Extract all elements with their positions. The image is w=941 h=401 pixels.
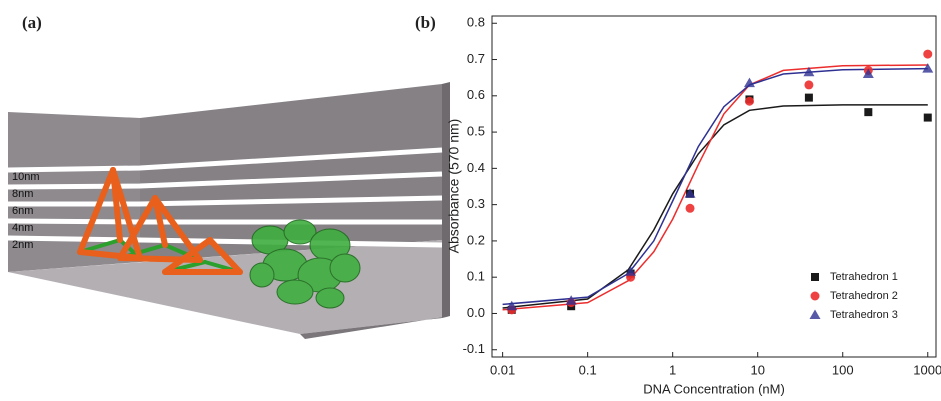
protein [249, 219, 361, 309]
legend-label: Tetrahedron 2 [830, 290, 898, 302]
illustration: 10nm 8nm 6nm 4nm 2nm [7, 82, 450, 339]
y-tick-label: 0.1 [467, 269, 485, 284]
x-tick-label: 0.01 [490, 362, 515, 377]
marker [804, 80, 814, 90]
x-tick-label: 10 [750, 362, 764, 377]
fit-line [502, 64, 928, 311]
legend-label: Tetrahedron 1 [830, 271, 898, 283]
marker [744, 96, 754, 106]
back-wall [140, 84, 442, 262]
back-wall [8, 112, 140, 272]
fit-line [502, 104, 928, 309]
y-tick-label: 0.3 [467, 196, 485, 211]
marker [922, 63, 934, 73]
height-label: 4nm [12, 222, 33, 234]
marker [625, 266, 637, 276]
marker [923, 113, 932, 122]
marker [506, 300, 518, 311]
height-label: 10nm [12, 171, 40, 183]
y-tick-label: 0.6 [467, 87, 485, 102]
x-tick-label: 1000 [913, 362, 941, 377]
marker [804, 93, 813, 102]
y-tick-label: 0.5 [467, 124, 485, 139]
marker [864, 108, 873, 117]
x-axis-label: DNA Concentration (nM) [643, 381, 785, 396]
y-tick-label: 0.4 [467, 160, 485, 175]
marker [684, 188, 696, 198]
marker [803, 66, 815, 77]
legend-marker [811, 273, 819, 281]
tetrahedra [77, 167, 243, 275]
x-tick-label: 100 [832, 362, 854, 377]
marker [862, 68, 874, 79]
legend-marker [809, 309, 821, 319]
marker [743, 77, 755, 88]
panel-label: (b) [415, 13, 436, 32]
height-label: 2nm [12, 239, 33, 251]
x-tick-label: 1 [669, 362, 676, 377]
y-tick-label: 0.8 [467, 15, 485, 30]
height-label: 8nm [12, 188, 33, 200]
height-label: 6nm [12, 205, 33, 217]
marker [565, 295, 577, 305]
marker [685, 203, 695, 213]
y-tick-label: -0.1 [463, 341, 485, 356]
y-tick-label: 0.0 [467, 305, 485, 320]
legend-label: Tetrahedron 3 [830, 309, 898, 321]
legend-marker [810, 291, 820, 301]
wall-edge [442, 82, 450, 318]
floor-edge [300, 316, 450, 339]
x-tick-label: 0.1 [579, 362, 597, 377]
plot-frame [491, 15, 937, 358]
y-tick-label: 0.7 [467, 51, 485, 66]
y-tick-label: 0.2 [467, 232, 485, 247]
y-axis-label: Absorbance (570 nm) [446, 119, 462, 254]
fit-line [502, 67, 928, 306]
panel-label: (a) [22, 13, 42, 32]
marker [923, 49, 933, 59]
